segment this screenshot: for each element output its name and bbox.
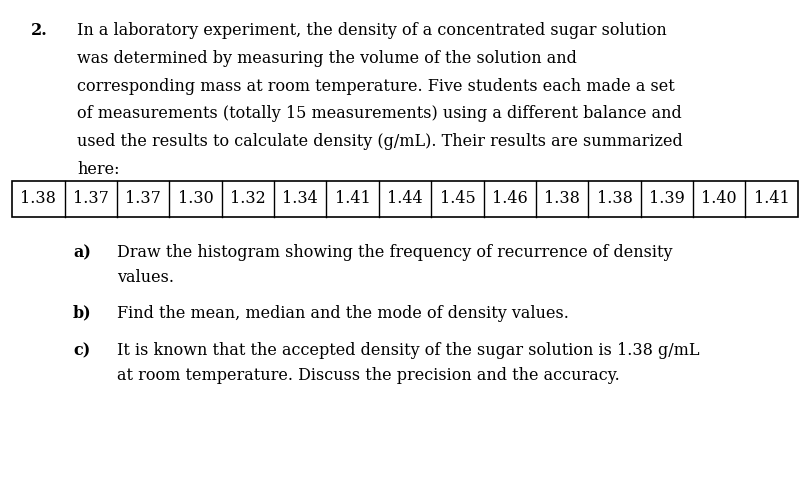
- Text: 1.37: 1.37: [126, 190, 161, 207]
- Text: at room temperature. Discuss the precision and the accuracy.: at room temperature. Discuss the precisi…: [117, 367, 620, 385]
- Text: 1.44: 1.44: [387, 190, 423, 207]
- Text: was determined by measuring the volume of the solution and: was determined by measuring the volume o…: [77, 50, 577, 67]
- Text: 1.38: 1.38: [20, 190, 56, 207]
- Text: 1.32: 1.32: [230, 190, 266, 207]
- Text: 1.45: 1.45: [440, 190, 475, 207]
- Text: 1.41: 1.41: [754, 190, 790, 207]
- Text: 1.38: 1.38: [597, 190, 633, 207]
- Text: 2.: 2.: [31, 22, 48, 39]
- Text: 1.34: 1.34: [283, 190, 318, 207]
- Bar: [12, 181, 798, 217]
- Text: Draw the histogram showing the frequency of recurrence of density: Draw the histogram showing the frequency…: [117, 244, 673, 261]
- Text: 1.39: 1.39: [649, 190, 684, 207]
- Text: 1.38: 1.38: [544, 190, 580, 207]
- Text: c): c): [73, 342, 90, 359]
- Text: 1.46: 1.46: [492, 190, 527, 207]
- Text: Find the mean, median and the mode of density values.: Find the mean, median and the mode of de…: [117, 305, 569, 322]
- Text: b): b): [73, 305, 92, 322]
- Text: 1.37: 1.37: [73, 190, 109, 207]
- Text: used the results to calculate density (g/mL). Their results are summarized: used the results to calculate density (g…: [77, 133, 683, 150]
- Text: a): a): [73, 244, 91, 261]
- Text: 1.41: 1.41: [335, 190, 370, 207]
- Text: values.: values.: [117, 269, 174, 286]
- Text: here:: here:: [77, 161, 119, 178]
- Text: 1.30: 1.30: [177, 190, 213, 207]
- Text: of measurements (totally 15 measurements) using a different balance and: of measurements (totally 15 measurements…: [77, 105, 682, 122]
- Text: In a laboratory experiment, the density of a concentrated sugar solution: In a laboratory experiment, the density …: [77, 22, 667, 39]
- Text: 1.40: 1.40: [701, 190, 737, 207]
- Text: It is known that the accepted density of the sugar solution is 1.38 g/mL: It is known that the accepted density of…: [117, 342, 700, 359]
- Text: corresponding mass at room temperature. Five students each made a set: corresponding mass at room temperature. …: [77, 78, 675, 95]
